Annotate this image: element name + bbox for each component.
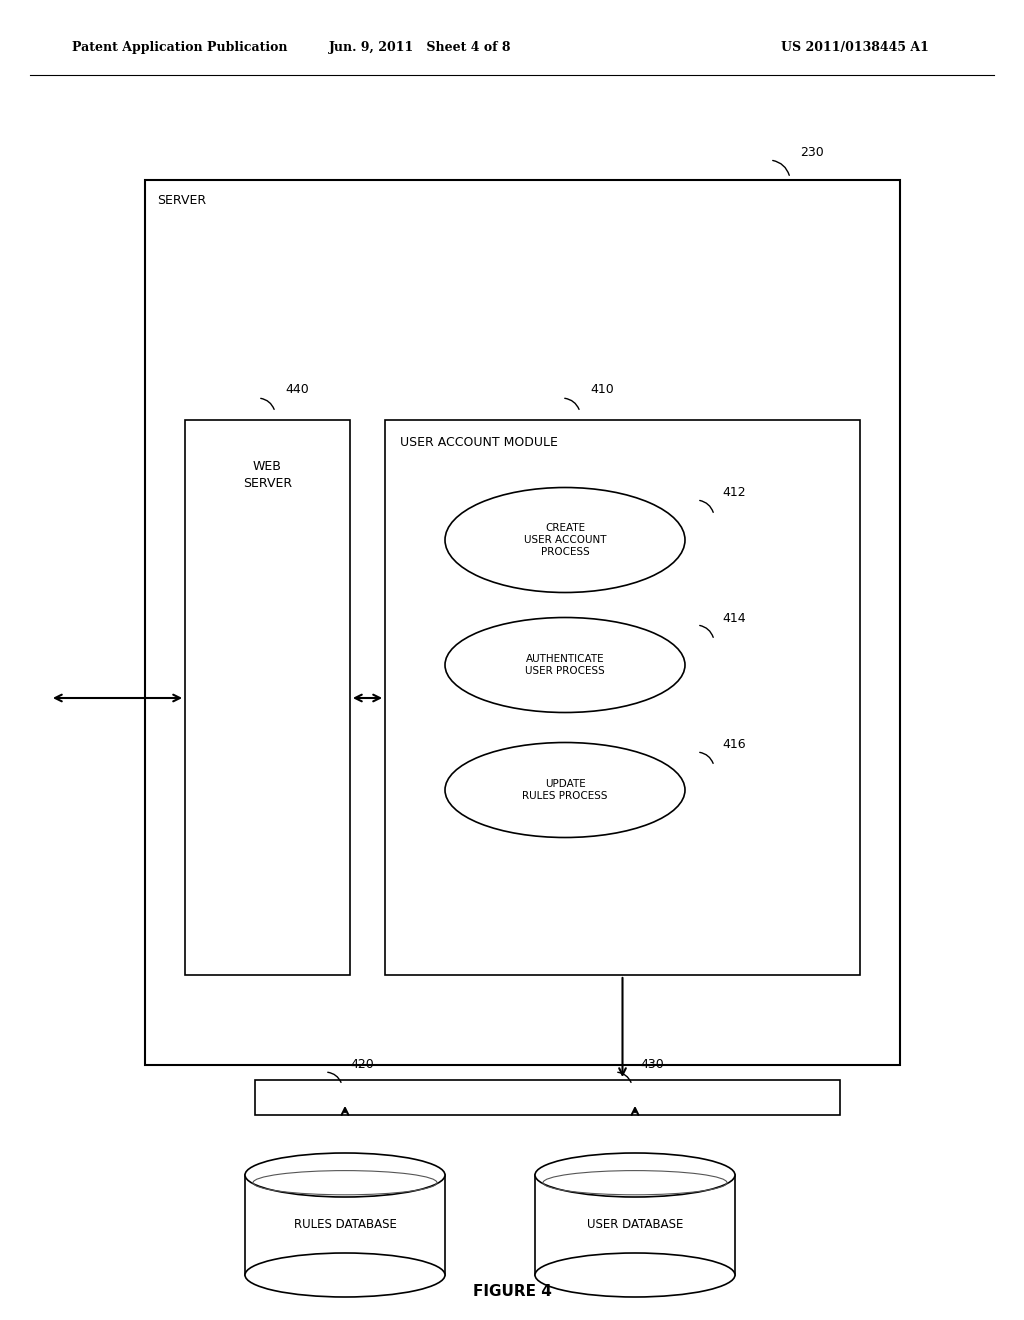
Text: US 2011/0138445 A1: US 2011/0138445 A1: [781, 41, 929, 54]
Ellipse shape: [445, 742, 685, 837]
Text: USER ACCOUNT MODULE: USER ACCOUNT MODULE: [400, 436, 558, 449]
Ellipse shape: [245, 1253, 445, 1298]
Bar: [255, 1080, 840, 1115]
Text: 440: 440: [285, 384, 309, 396]
Text: USER DATABASE: USER DATABASE: [587, 1218, 683, 1232]
Text: 410: 410: [590, 384, 613, 396]
Bar: [145, 180, 900, 1065]
Bar: [385, 420, 860, 975]
Text: 230: 230: [800, 145, 823, 158]
Text: CREATE
USER ACCOUNT
PROCESS: CREATE USER ACCOUNT PROCESS: [523, 524, 606, 557]
Ellipse shape: [245, 1152, 445, 1197]
Ellipse shape: [535, 1152, 735, 1197]
Ellipse shape: [245, 1152, 445, 1197]
Text: 412: 412: [722, 486, 745, 499]
Bar: [185, 420, 350, 975]
Ellipse shape: [445, 618, 685, 713]
Text: UPDATE
RULES PROCESS: UPDATE RULES PROCESS: [522, 779, 608, 801]
Text: FIGURE 4: FIGURE 4: [472, 1284, 552, 1299]
Text: AUTHENTICATE
USER PROCESS: AUTHENTICATE USER PROCESS: [525, 655, 605, 676]
Text: Jun. 9, 2011   Sheet 4 of 8: Jun. 9, 2011 Sheet 4 of 8: [329, 41, 511, 54]
Text: 430: 430: [640, 1059, 664, 1072]
Bar: [245, 1175, 445, 1275]
Ellipse shape: [535, 1152, 735, 1197]
Ellipse shape: [445, 487, 685, 593]
Text: 414: 414: [722, 611, 745, 624]
Text: Patent Application Publication: Patent Application Publication: [72, 41, 288, 54]
Text: RULES DATABASE: RULES DATABASE: [294, 1218, 396, 1232]
Text: WEB
SERVER: WEB SERVER: [243, 459, 292, 490]
Text: 420: 420: [350, 1059, 374, 1072]
Ellipse shape: [535, 1253, 735, 1298]
Text: 416: 416: [722, 738, 745, 751]
Text: SERVER: SERVER: [157, 194, 206, 206]
Bar: [535, 1175, 735, 1275]
